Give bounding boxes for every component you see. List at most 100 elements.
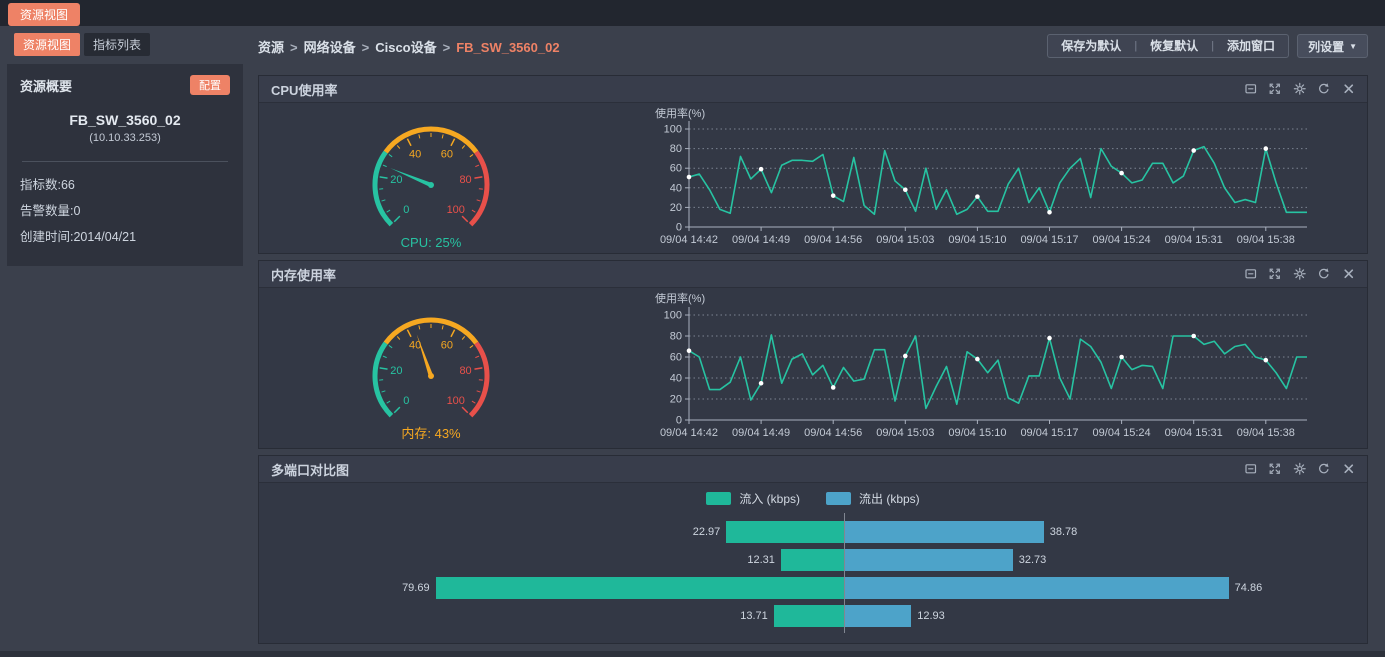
breadcrumb-item[interactable]: Cisco设备 [375,39,437,55]
svg-text:60: 60 [670,352,682,364]
settings-icon[interactable] [1293,462,1307,476]
close-icon[interactable] [1342,462,1356,476]
svg-text:60: 60 [670,163,682,175]
svg-text:09/04 15:38: 09/04 15:38 [1237,427,1295,439]
breadcrumb-separator: > [361,39,370,55]
breadcrumb-item[interactable]: FB_SW_3560_02 [456,39,560,55]
svg-text:60: 60 [441,339,453,351]
svg-text:40: 40 [670,373,682,385]
settings-icon[interactable] [1293,82,1307,96]
collapse-icon[interactable] [1244,462,1258,476]
column-settings-button[interactable]: 列设置 ▼ [1297,34,1368,58]
outbound-value-label: 12.93 [917,610,945,622]
refresh-icon[interactable] [1317,462,1331,476]
svg-text:0: 0 [676,222,682,234]
bar-chart-legend: 流入 (kbps) 流出 (kbps) [259,490,1367,507]
svg-text:09/04 14:49: 09/04 14:49 [732,234,790,246]
toolbar-button-group: 保存为默认 | 恢复默认 | 添加窗口 [1047,34,1290,58]
top-bar: 资源视图 [0,0,1385,26]
add-window-button[interactable]: 添加窗口 [1227,39,1276,53]
panel-title-cpu: CPU使用率 [271,82,338,98]
svg-text:09/04 15:31: 09/04 15:31 [1165,234,1223,246]
svg-text:09/04 15:17: 09/04 15:17 [1020,427,1078,439]
svg-text:09/04 15:38: 09/04 15:38 [1237,234,1295,246]
sidebar-tab-metric-list[interactable]: 指标列表 [84,33,151,56]
fullscreen-icon[interactable] [1268,82,1282,96]
metric-count: 指标数:66 [20,178,75,192]
svg-text:20: 20 [670,202,682,214]
outbound-swatch [826,492,851,505]
panel-title-ports: 多端口对比图 [271,462,350,478]
svg-text:09/04 15:31: 09/04 15:31 [1165,427,1223,439]
svg-text:100: 100 [447,395,465,407]
breadcrumb-item[interactable]: 网络设备 [303,39,356,55]
svg-text:80: 80 [670,331,682,343]
fullscreen-icon[interactable] [1268,462,1282,476]
svg-text:80: 80 [459,365,471,377]
svg-text:0: 0 [403,204,409,216]
memory-line-chart: 使用率(%) 0 20 40 60 80 100 09/04 14:42 09/04 14:49… [655,291,1307,439]
svg-text:使用率(%): 使用率(%) [655,106,705,120]
panel-title-memory: 内存使用率 [271,267,337,283]
inbound-value-label: 13.71 [740,610,768,622]
inbound-value-label: 79.69 [402,582,430,594]
fullscreen-icon[interactable] [1268,267,1282,281]
svg-text:09/04 15:10: 09/04 15:10 [948,234,1006,246]
settings-icon[interactable] [1293,267,1307,281]
breadcrumb-separator: > [290,39,298,55]
toolbar-separator: | [1211,40,1215,52]
top-tab-resource-view[interactable]: 资源视图 [8,3,81,26]
cpu-usage-panel: CPU使用率 0 20 40 60 80 100 CPU: 25% 使用率(%) 0 20 40 6… [258,75,1368,254]
close-icon[interactable] [1342,267,1356,281]
outbound-value-label: 74.86 [1234,582,1263,594]
svg-text:09/04 15:24: 09/04 15:24 [1093,234,1151,246]
toolbar: 保存为默认 | 恢复默认 | 添加窗口 列设置 ▼ [1047,34,1368,58]
breadcrumb: 资源 > 网络设备 > Cisco设备 > FB_SW_3560_02 [258,37,1047,56]
svg-text:0: 0 [403,395,409,407]
configure-button[interactable]: 配置 [190,75,230,95]
inbound-value-label: 12.31 [747,554,775,566]
svg-text:20: 20 [390,365,402,377]
main-content: 资源 > 网络设备 > Cisco设备 > FB_SW_3560_02 保存为默认 | 恢复… [258,26,1368,650]
refresh-icon[interactable] [1317,82,1331,96]
svg-text:内存: 43%: 内存: 43% [401,426,461,441]
svg-text:09/04 14:49: 09/04 14:49 [732,427,790,439]
restore-default-button[interactable]: 恢复默认 [1150,39,1199,53]
inbound-value-label: 22.97 [692,526,721,538]
sidebar-tabs: 资源视图 指标列表 [14,33,250,56]
legend-item-outbound[interactable]: 流出 (kbps) [826,490,920,507]
svg-text:09/04 15:03: 09/04 15:03 [876,427,934,439]
chevron-down-icon: ▼ [1349,41,1357,51]
svg-text:09/04 15:03: 09/04 15:03 [876,234,934,246]
outbound-value-label: 38.78 [1049,526,1078,538]
svg-text:09/04 14:42: 09/04 14:42 [660,234,718,246]
memory-usage-panel: 内存使用率 0 20 40 60 80 100 内存: 43% 使用率(%) 0 20 40 60 8… [258,260,1368,449]
outbound-bar [845,605,912,627]
panel-actions [1244,462,1356,476]
multi-port-comparison-panel: 多端口对比图 流入 (kbps) 流出 (kbps) 22.97 38.78 12.… [258,455,1368,644]
bar-axis-line [844,513,845,633]
svg-text:100: 100 [664,310,682,322]
port-comparison-bars: 22.97 38.78 12.31 32.73 79.69 74.86 13.71 12.93 [259,483,1367,643]
inbound-bar [726,521,844,543]
toolbar-separator: | [1134,40,1138,52]
column-settings-label: 列设置 [1308,39,1345,54]
close-icon[interactable] [1342,82,1356,96]
outbound-bar [845,549,1013,571]
breadcrumb-item[interactable]: 资源 [258,39,285,55]
inbound-bar [780,549,844,571]
cpu-line-chart: 使用率(%) 0 20 40 60 80 100 09/04 14:42 09/04 14:49… [655,106,1307,246]
legend-item-inbound[interactable]: 流入 (kbps) [706,490,800,507]
divider [22,161,228,162]
collapse-icon[interactable] [1244,267,1258,281]
svg-text:09/04 14:42: 09/04 14:42 [660,427,718,439]
refresh-icon[interactable] [1317,267,1331,281]
svg-text:09/04 15:24: 09/04 15:24 [1093,427,1151,439]
alarm-count: 告警数量:0 [20,204,81,218]
sidebar-tab-resource-view[interactable]: 资源视图 [14,33,81,56]
svg-text:使用率(%): 使用率(%) [655,291,705,305]
cpu-gauge-chart: 0 20 40 60 80 100 CPU: 25% [372,126,490,250]
save-as-default-button[interactable]: 保存为默认 [1061,39,1122,53]
outbound-bar [845,577,1229,599]
collapse-icon[interactable] [1244,82,1258,96]
